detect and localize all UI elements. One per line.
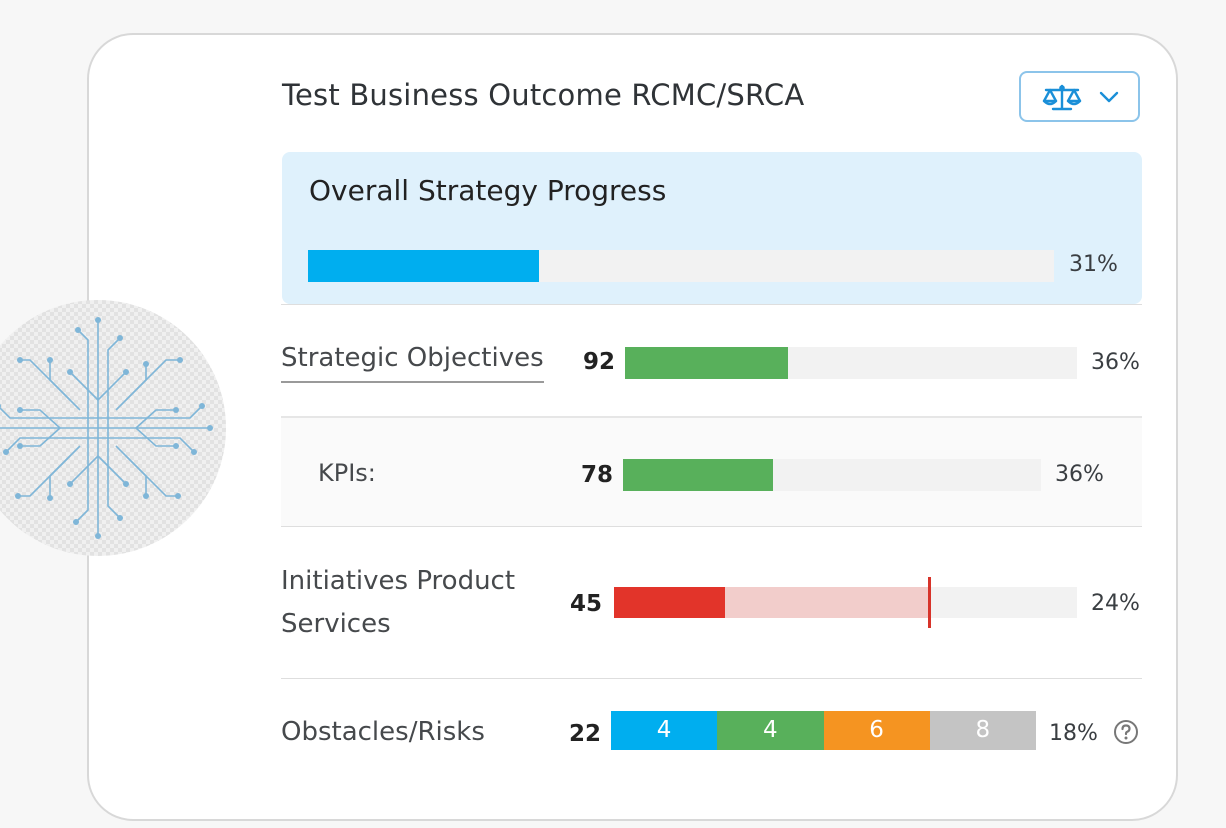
divider — [281, 678, 1142, 679]
question-circle-icon[interactable] — [1113, 719, 1139, 745]
divider — [281, 304, 1142, 305]
risks-count: 22 — [569, 721, 602, 747]
divider — [281, 526, 1142, 527]
kpis-progress-track — [623, 459, 1041, 491]
kpis-count: 78 — [581, 462, 614, 488]
view-selector-button[interactable] — [1019, 71, 1140, 122]
overall-progress-title: Overall Strategy Progress — [309, 174, 667, 207]
initiatives-progress-fill — [614, 587, 726, 618]
balance-scale-icon — [1042, 84, 1082, 111]
kpis-label: KPIs: — [318, 459, 376, 487]
initiatives-progress-track — [614, 577, 1077, 628]
kpis-progress-fill — [623, 459, 774, 491]
overall-progress-percent: 31% — [1069, 252, 1118, 277]
risk-segment[interactable]: 8 — [929, 711, 1036, 750]
strategic-objectives-link[interactable]: Strategic Objectives — [281, 337, 544, 383]
initiatives-label-line2: Services — [281, 609, 391, 639]
page-title: Test Business Outcome RCMC/SRCA — [282, 78, 805, 112]
overall-progress-panel: Overall Strategy Progress 31% — [282, 152, 1142, 304]
risk-segment[interactable]: 4 — [611, 711, 718, 750]
initiatives-count: 45 — [570, 591, 603, 617]
risks-percent: 18% — [1049, 721, 1098, 746]
initiatives-label-line1: Initiatives Product — [281, 566, 516, 596]
obstacles-risks-label: Obstacles/Risks — [281, 717, 485, 747]
initiatives-percent: 24% — [1091, 591, 1140, 616]
objectives-count: 92 — [583, 349, 616, 375]
initiatives-target-marker — [927, 577, 931, 628]
objectives-progress-fill — [625, 347, 788, 379]
circuit-board-icon — [0, 300, 226, 556]
chevron-down-icon — [1099, 91, 1119, 103]
objectives-percent: 36% — [1091, 350, 1140, 375]
risk-segment[interactable]: 4 — [717, 711, 824, 750]
overall-progress-fill — [308, 250, 540, 282]
overall-progress-track — [308, 250, 1054, 282]
risk-segment[interactable]: 6 — [823, 711, 930, 750]
kpis-percent: 36% — [1055, 462, 1104, 487]
objectives-progress-track — [625, 347, 1077, 379]
